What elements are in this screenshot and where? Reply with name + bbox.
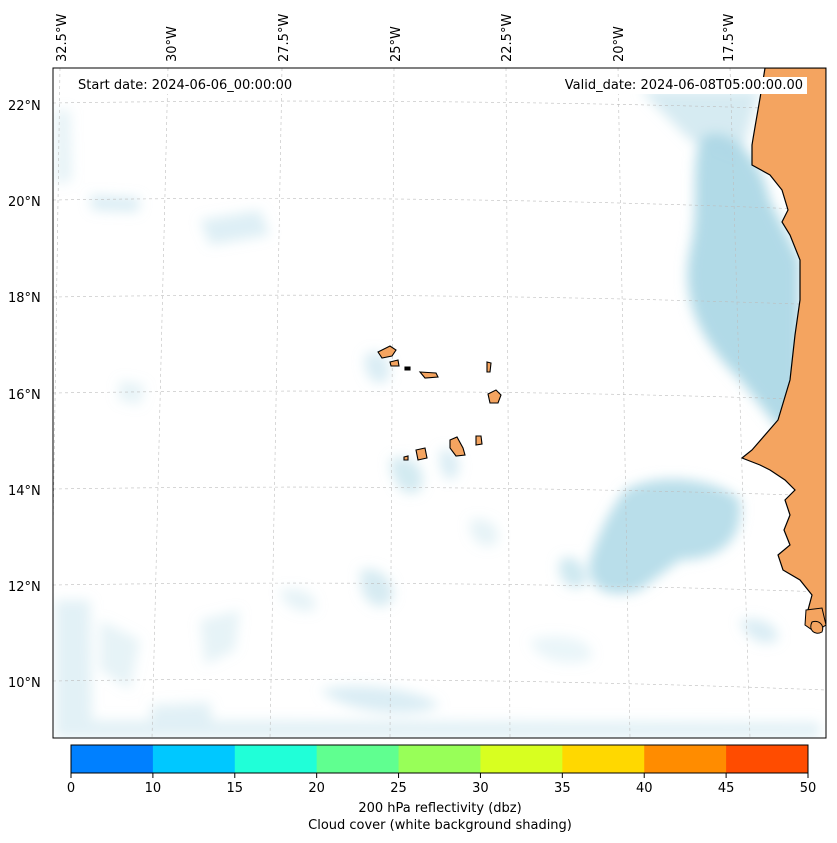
colorbar-swatch <box>562 745 645 773</box>
meridian-line <box>389 68 395 738</box>
colorbar-tick-label: 40 <box>635 781 653 796</box>
latitude-label: 12°N <box>8 580 41 595</box>
colorbar-swatch <box>644 745 727 773</box>
latitude-label: 10°N <box>8 676 41 691</box>
colorbar-tick-label: 50 <box>799 781 817 796</box>
colorbar-swatch <box>398 745 481 773</box>
latitude-label: 18°N <box>8 291 41 306</box>
latitude-label: 20°N <box>8 195 41 210</box>
meridian-line <box>505 68 511 738</box>
colorbar-tick-label: 35 <box>554 781 571 796</box>
meridian-line <box>729 68 751 738</box>
land-africa <box>740 68 826 634</box>
parallel-line <box>53 678 826 691</box>
start-date-label: Start date: 2024-06-06_00:00:00 <box>74 77 297 94</box>
colorbar-tick-label: 25 <box>390 781 407 796</box>
colorbar-swatch <box>152 745 236 773</box>
latitude-label: 16°N <box>8 388 41 403</box>
valid-date-label: Valid_date: 2024-06-08T05:00:00.00 <box>560 77 807 94</box>
meridian-line <box>151 68 169 738</box>
parallel-line <box>53 198 826 211</box>
colorbar-swatch <box>234 745 318 773</box>
parallel-line <box>53 486 826 497</box>
parallel-line <box>53 294 826 306</box>
colorbar-tick-label: 20 <box>308 781 325 796</box>
parallel-line <box>53 390 826 401</box>
colorbar-swatch <box>316 745 400 773</box>
colorbar-swatch <box>71 745 154 773</box>
colorbar-label: 200 hPa reflectivity (dbz) <box>358 801 522 816</box>
colorbar-swatch <box>480 745 563 773</box>
colorbar-sublabel: Cloud cover (white background shading) <box>308 818 572 833</box>
latitude-label: 14°N <box>8 484 41 499</box>
colorbar-swatch <box>726 745 809 773</box>
colorbar-tick-label: 45 <box>717 781 735 796</box>
meridian-line <box>269 68 283 738</box>
colorbar-tick-label: 30 <box>472 781 489 796</box>
colorbar-tick-label: 15 <box>226 781 244 796</box>
gridlines <box>53 68 826 738</box>
colorbar-tick-label: 0 <box>66 781 76 796</box>
parallel-line <box>53 100 826 111</box>
colorbar-tick-label: 10 <box>144 781 162 796</box>
latitude-label: 22°N <box>8 99 41 114</box>
islands-cape-verde <box>377 345 502 461</box>
meridian-line <box>617 68 631 738</box>
parallel-line <box>53 582 826 593</box>
